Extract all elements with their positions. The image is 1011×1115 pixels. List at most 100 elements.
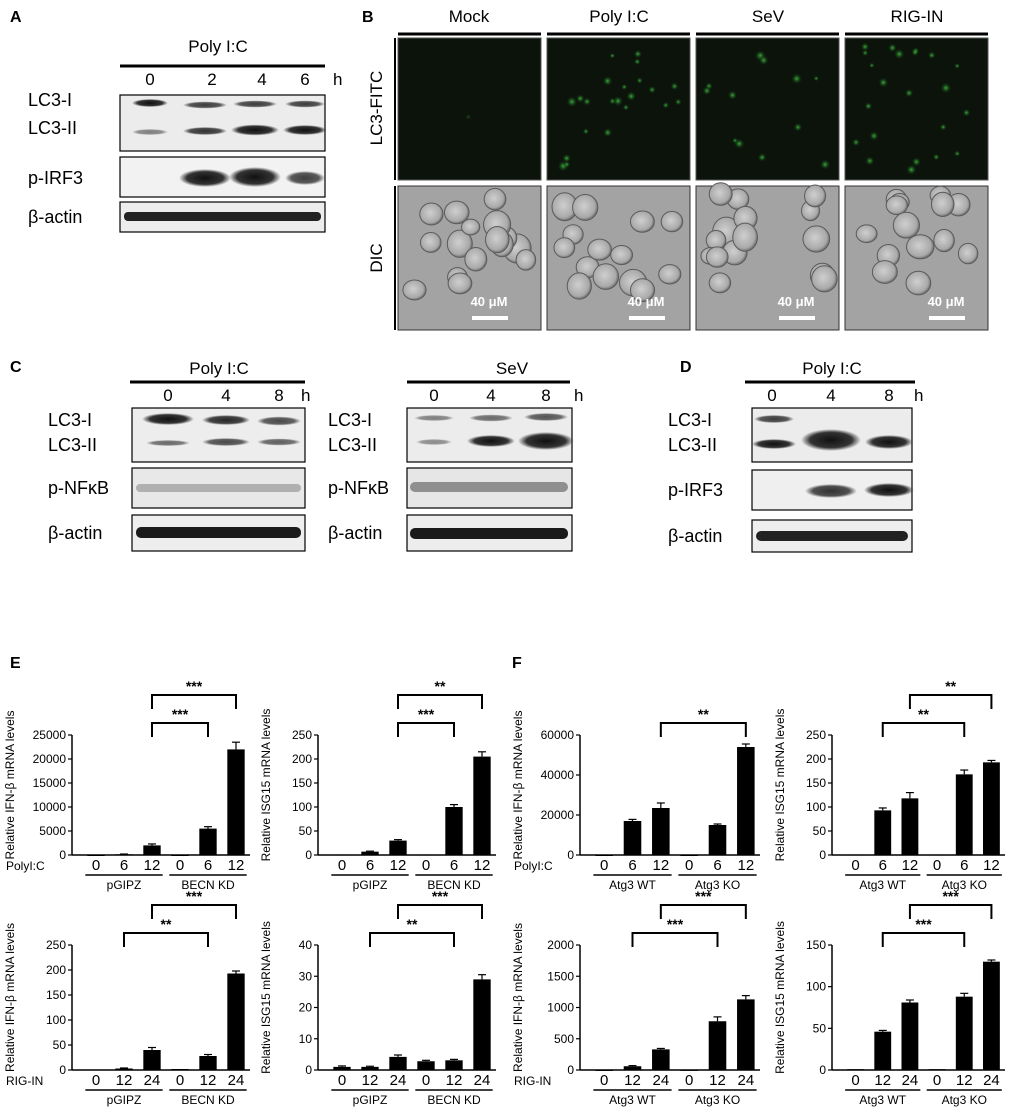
dic-cell [629,210,655,233]
y-axis-label: Relative ISG15 mRNA levels [259,921,273,1074]
panel-c-left-treatment: Poly I:C [189,359,249,378]
y-tick-label: 2000 [547,938,574,952]
scale-label: 40 μM [628,294,665,309]
fitc-punctum [851,137,861,147]
bar [417,1061,435,1070]
panel-b-row-lc3fitc: LC3-FITC [367,71,386,146]
panel-b-col-rigin: RIG-IN [891,7,944,26]
y-tick-label: 40 [299,938,313,952]
y-tick-label: 5000 [39,824,66,838]
significance-bracket [659,722,747,737]
x-tick-label: 24 [737,1072,754,1089]
significance-bracket [151,722,209,737]
bar [901,798,919,855]
panel-label-b: B [362,9,374,26]
significance-label: *** [418,706,435,722]
time: 0 [767,386,776,405]
dic-cell [811,265,838,293]
fitc-punctum [582,127,590,135]
significance-bracket [881,932,966,947]
significance-label: *** [942,888,959,904]
dic-cell [610,244,634,266]
panel-b-row-dic: DIC [367,243,386,272]
dic-cell [732,222,758,252]
time: 0 [429,386,438,405]
significance-bracket [369,932,455,947]
dic-cell [483,187,507,211]
bar [143,845,161,855]
bar-chart-e-1: 0 50 100 150 200 250 Relative ISG15 mRNA level… [259,678,496,892]
band [132,129,168,135]
bar [982,961,1000,1070]
y-tick-label: 50 [53,1038,67,1052]
label: p-NFκB [48,478,109,498]
fitc-punctum [954,62,961,70]
time: 8 [274,386,283,405]
condition-label: PolyI:C [6,859,45,873]
bar [737,999,755,1070]
fitc-punctum [565,95,578,108]
y-axis-label: Relative IFN-β mRNA levels [511,711,525,860]
x-tick-label: 12 [983,857,1000,874]
x-tick-label: 0 [176,1072,184,1089]
x-tick-label: 12 [390,857,407,874]
panel-a-time-2: 4 [257,70,266,89]
fitc-punctum [602,75,613,87]
band [414,415,454,421]
fitc-punctum [864,155,875,166]
fitc-punctum [790,72,803,85]
y-tick-label: 50 [813,824,827,838]
fitc-punctum [464,113,472,121]
bar [227,973,245,1070]
group-label: Atg3 WT [859,878,906,892]
x-tick-label: 0 [92,857,100,874]
y-tick-label: 500 [554,1032,574,1046]
bar [955,996,973,1070]
y-tick-label: 50 [299,824,313,838]
panel-a-label-pirf3: p-IRF3 [28,168,83,188]
fitc-punctum [633,49,643,59]
band [416,439,452,445]
group-label: pGIPZ [107,878,142,892]
bar [955,774,973,855]
band [469,414,513,422]
band [183,101,227,109]
bar [623,821,642,855]
y-tick-label: 100 [292,800,312,814]
band [229,167,281,187]
significance-label: ** [918,706,929,722]
y-axis-label: Relative IFN-β mRNA levels [3,923,17,1072]
panel-label-d: D [680,359,692,376]
panel-label-a: A [10,9,22,26]
fitc-punctum [962,108,971,117]
y-tick-label: 10 [299,1032,313,1046]
dic-cell [705,246,729,268]
x-tick-label: 12 [874,1072,891,1089]
band [146,440,190,446]
x-tick-label: 12 [362,1072,379,1089]
y-tick-label: 1000 [547,1001,574,1015]
x-tick-label: 0 [338,1072,346,1089]
y-tick-label: 0 [819,1063,826,1077]
panel-b-microscopy: Mock Poly I:C SeV RIG-IN LC3-FITC DIC 40… [367,7,989,331]
unit: h [574,386,583,405]
significance-label: *** [432,888,449,904]
bar-chart-f-7: 0 50 100 150 Relative ISG15 mRNA levels 0 12 24… [773,888,1005,1107]
panel-label-c: C [10,359,22,376]
bar [389,1056,407,1070]
x-tick-label: 24 [652,1072,669,1089]
group-label: Atg3 WT [859,1093,906,1107]
x-tick-label: 0 [422,857,430,874]
time: 4 [486,386,495,405]
fitc-punctum [932,153,940,161]
panel-a-label-lc3-ii: LC3-II [28,118,77,138]
y-tick-label: 250 [806,728,826,742]
dic-cell [592,263,620,290]
y-tick-label: 250 [46,938,66,952]
fitc-punctum [939,123,947,131]
x-tick-label: 6 [450,857,458,874]
significance-label: ** [945,678,956,694]
fitc-punctum [868,62,875,69]
dic-cell [515,249,537,271]
